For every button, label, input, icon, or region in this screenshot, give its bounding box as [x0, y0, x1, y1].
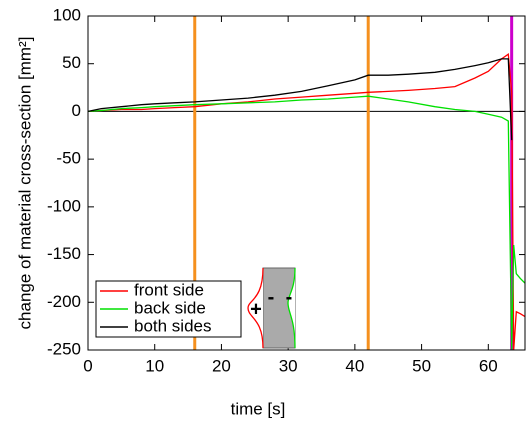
inset-label: + [250, 298, 262, 320]
x-tick-label: 30 [279, 356, 298, 375]
x-axis-label: time [s] [231, 399, 286, 418]
series-line [87, 95, 526, 351]
legend-label: both sides [134, 316, 212, 335]
x-tick-label: 60 [479, 356, 498, 375]
series-line [87, 53, 526, 351]
y-tick-label: -150 [47, 244, 81, 263]
inset-label: - [286, 286, 293, 308]
y-tick-label: -50 [56, 149, 81, 168]
legend-label: back side [134, 298, 206, 317]
x-tick-label: 0 [83, 356, 92, 375]
y-tick-label: -100 [47, 196, 81, 215]
y-axis-label: change of material cross-section [mm²] [15, 37, 34, 330]
legend-label: front side [134, 280, 204, 299]
inset-label: - [268, 286, 275, 308]
plot-area [87, 15, 526, 351]
x-tick-label: 50 [412, 356, 431, 375]
y-tick-label: 100 [53, 5, 81, 24]
back-contour [287, 267, 296, 349]
series-line [87, 58, 513, 141]
x-tick-label: 10 [145, 356, 164, 375]
front-contour [247, 267, 264, 349]
x-tick-label: 40 [345, 356, 364, 375]
y-tick-label: 0 [72, 101, 81, 120]
y-tick-label: 50 [62, 53, 81, 72]
plot-frame [87, 15, 526, 351]
x-tick-label: 20 [212, 356, 231, 375]
specimen-inset: + - - [247, 267, 296, 349]
y-tick-label: -200 [47, 292, 81, 311]
y-tick-label: -250 [47, 339, 81, 358]
